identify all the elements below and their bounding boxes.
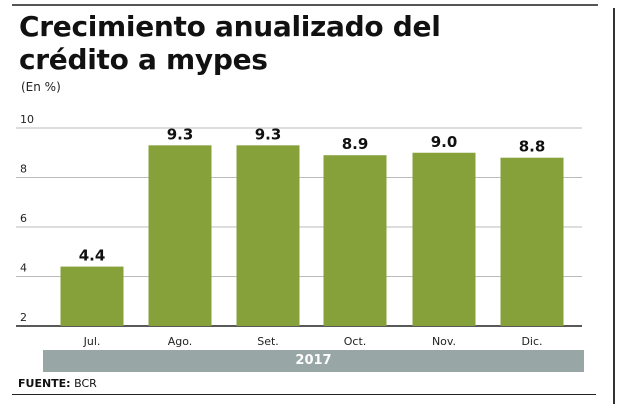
data-label: 9.0 [431,133,458,151]
chart-title: Crecimiento anualizado del crédito a myp… [19,10,441,76]
data-label: 8.8 [519,138,546,156]
bar [236,145,300,326]
data-label: 9.3 [167,125,194,143]
y-tick-label: 6 [20,212,27,225]
year-band: 2017 [43,350,584,372]
x-tick-label: Jul. [83,335,101,348]
bar [148,145,212,326]
y-tick-label: 2 [20,311,27,324]
y-tick-label: 10 [20,113,34,126]
bar [412,152,476,326]
data-label: 4.4 [79,247,106,265]
x-tick-label: Oct. [344,335,367,348]
bar [323,155,387,326]
bottom-rule [12,394,596,395]
top-rule [12,4,598,6]
y-tick-label: 8 [20,163,27,176]
source-note: FUENTE: BCR [18,377,97,390]
source-value: BCR [74,377,97,390]
data-label: 8.9 [342,135,369,153]
unit-label: (En %) [21,80,61,94]
data-label: 9.3 [255,125,282,143]
x-tick-label: Set. [257,335,279,348]
x-tick-label: Nov. [432,335,456,348]
x-tick-label: Ago. [168,335,193,348]
bar [500,157,564,326]
x-tick-label: Dic. [521,335,542,348]
y-tick-label: 4 [20,262,27,275]
right-border [613,8,615,404]
bar [60,266,124,326]
source-label: FUENTE: [18,377,71,390]
